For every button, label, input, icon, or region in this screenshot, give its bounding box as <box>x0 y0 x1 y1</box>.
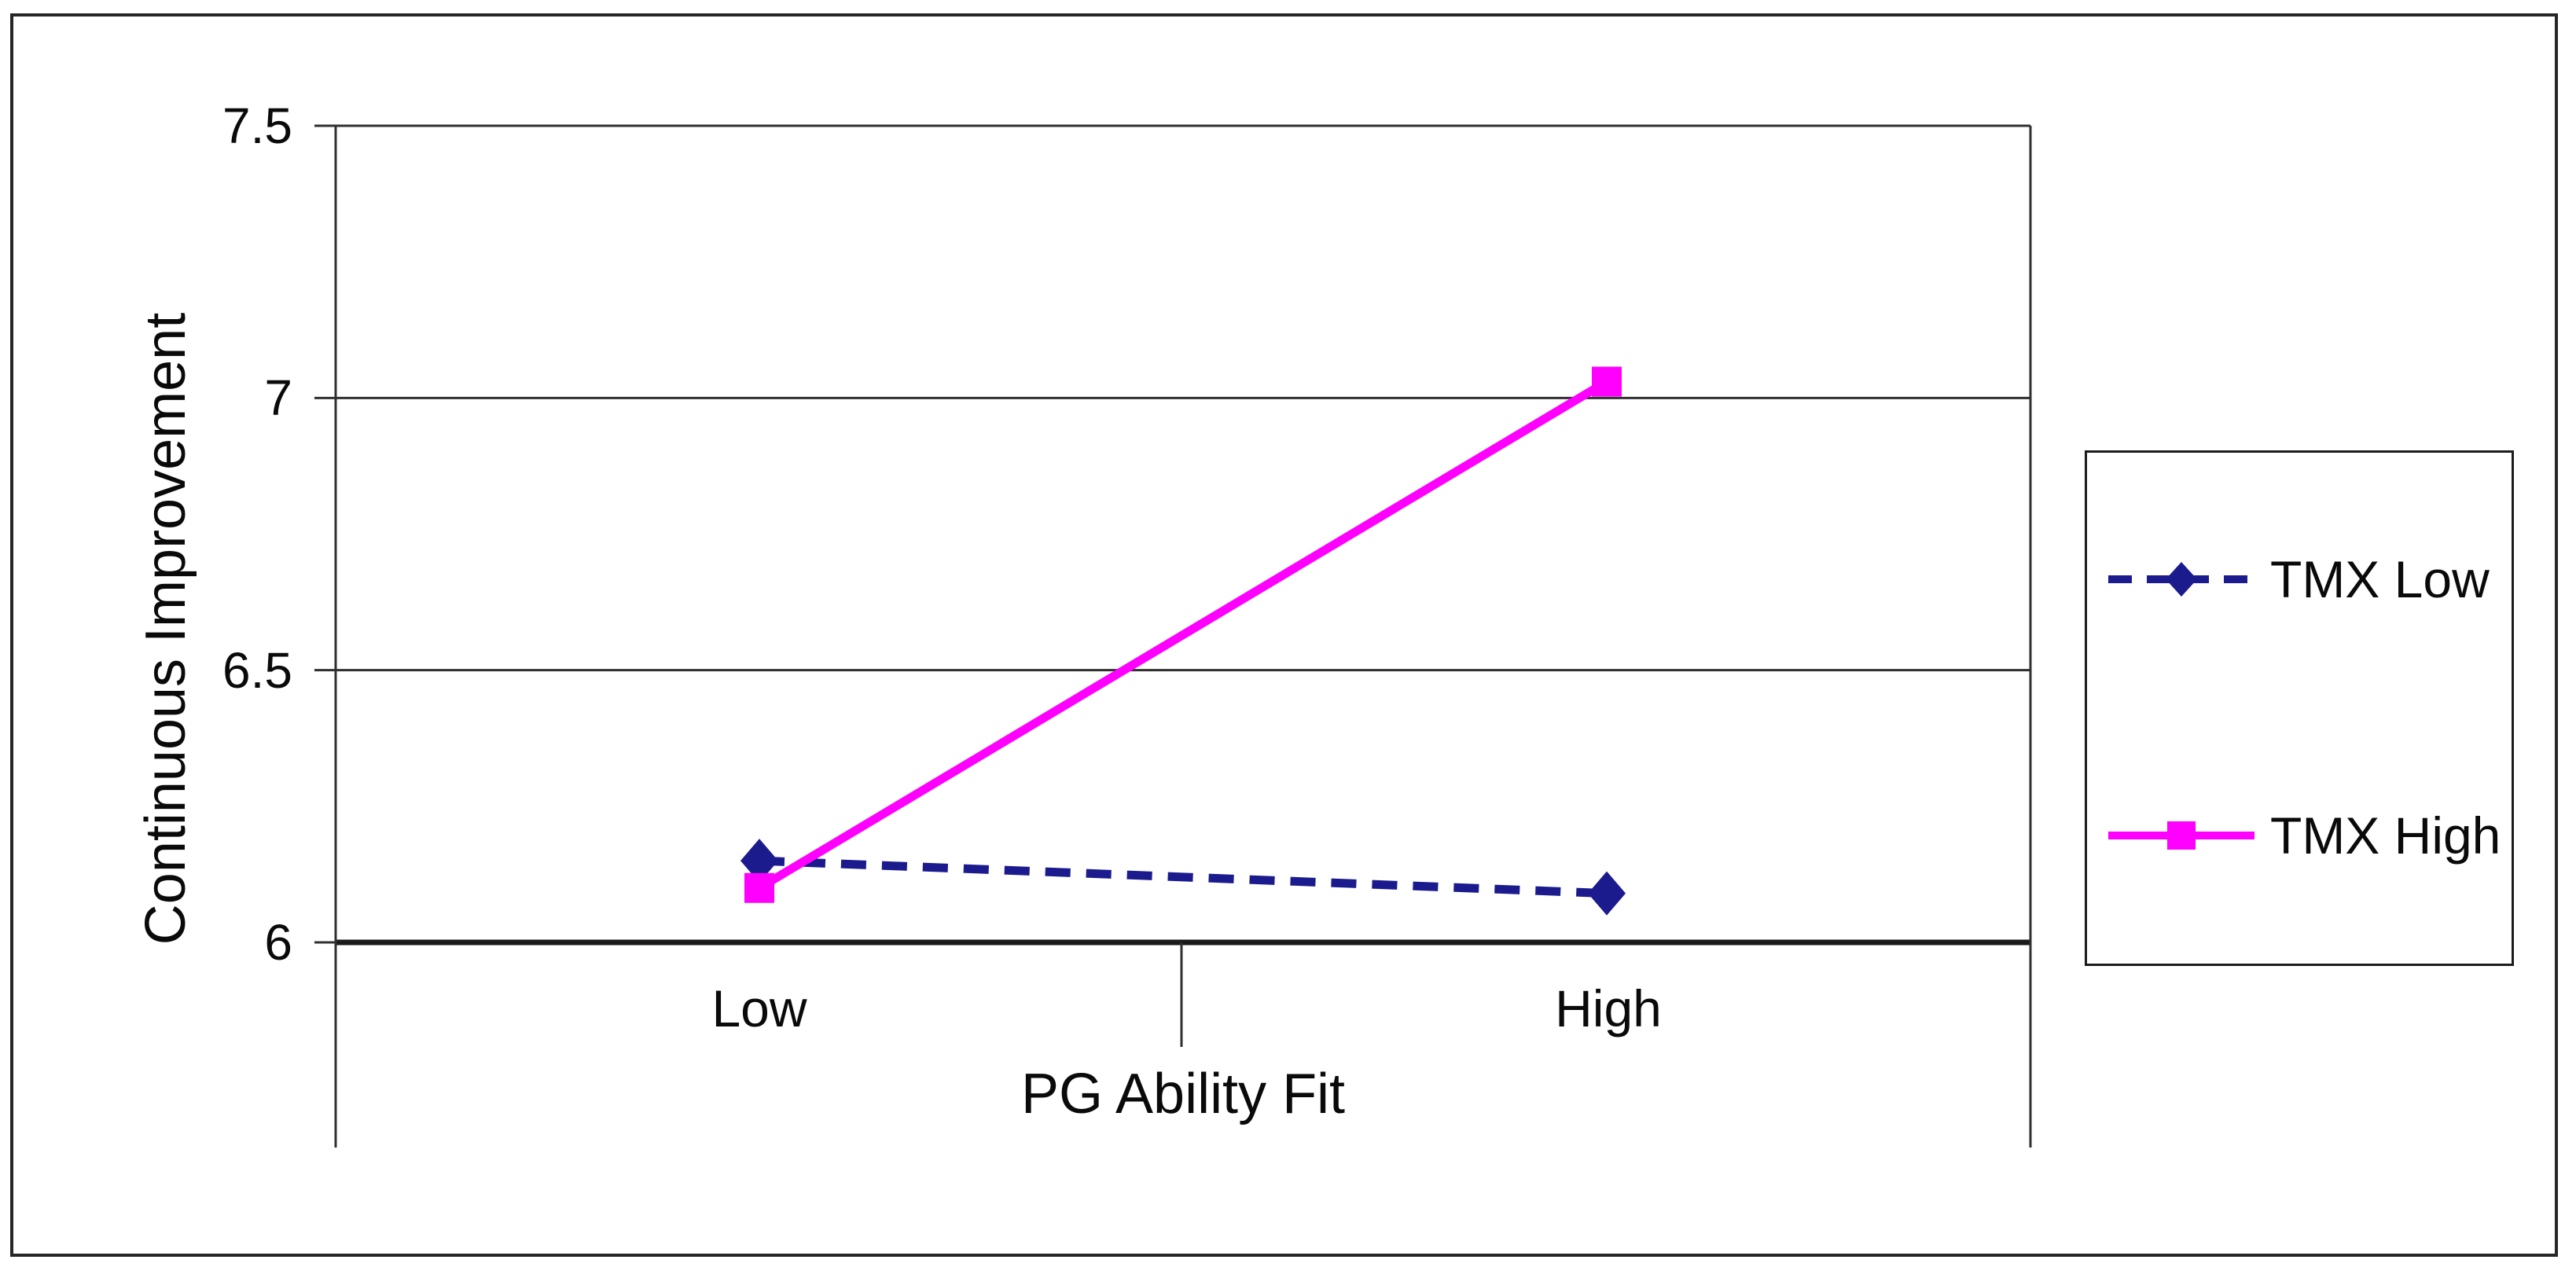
x-category-label-high: High <box>1555 979 1662 1037</box>
legend-label-tmx-low: TMX Low <box>2270 550 2490 608</box>
series-line-tmx-low <box>759 856 1608 898</box>
x-category-label-low: Low <box>711 979 807 1037</box>
legend-sample-tmx-low <box>2108 562 2254 597</box>
legend-label-tmx-high: TMX High <box>2270 806 2501 865</box>
y-tick-label: 6.5 <box>222 642 292 699</box>
x-axis-title: PG Ability Fit <box>1020 1063 1346 1126</box>
y-tick-label: 7 <box>264 369 292 426</box>
square-marker <box>2167 821 2196 850</box>
legend-item-tmx-low: TMX Low <box>2107 548 2490 611</box>
y-tick-label: 6 <box>264 914 292 971</box>
y-axis-title: Continuous Improvement <box>134 312 197 946</box>
legend-item-tmx-high: TMX High <box>2107 804 2501 867</box>
diamond-marker <box>1588 871 1626 916</box>
series-tmx-high <box>744 366 1622 903</box>
series-tmx-low <box>740 839 1626 916</box>
legend-sample-tmx-high <box>2108 821 2254 850</box>
square-marker <box>744 872 774 903</box>
square-marker <box>1592 366 1622 397</box>
diamond-marker <box>2166 562 2197 597</box>
diamond-marker <box>740 839 778 883</box>
series-line-tmx-high <box>757 377 1609 892</box>
legend: TMX Low TMX High <box>2085 450 2514 966</box>
y-tick-label: 7.5 <box>222 97 292 154</box>
